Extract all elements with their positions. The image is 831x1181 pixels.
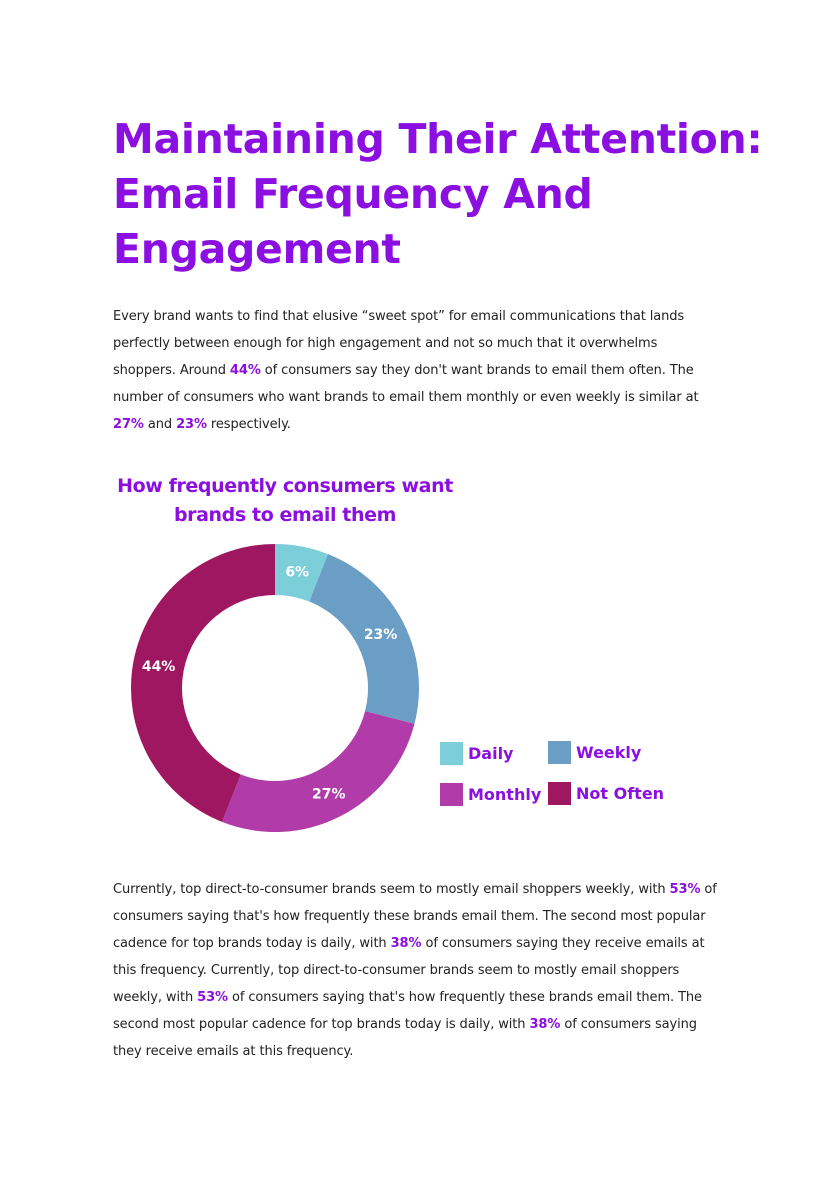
closing-highlight-daily-2: 38% <box>529 1017 561 1032</box>
legend-label-not-often: Not Often <box>576 784 665 803</box>
legend-swatch-weekly <box>548 741 571 764</box>
legend-label-weekly: Weekly <box>576 743 642 762</box>
closing-highlight-daily-1: 38% <box>390 936 422 951</box>
donut-label-daily: 6% <box>285 565 309 581</box>
closing-paragraph: Currently, top direct-to-consumer brands… <box>113 876 721 1065</box>
intro-text-4: respectively. <box>206 417 291 432</box>
intro-text-2: of consumers say they don't want brands … <box>113 363 699 405</box>
donut-chart: 6% 23% 27% 44% <box>130 544 419 832</box>
donut-slice-not-often <box>130 544 275 822</box>
legend-swatch-daily <box>440 742 463 765</box>
intro-text-1: Every brand wants to find that elusive “… <box>113 309 685 378</box>
donut-slice-monthly <box>221 711 415 832</box>
legend-label-daily: Daily <box>468 744 514 763</box>
closing-text-2: of consumers saying that's how frequentl… <box>113 882 717 951</box>
donut-label-weekly: 23% <box>364 627 398 643</box>
legend-item-weekly: Weekly <box>548 741 641 764</box>
closing-highlight-weekly-1: 53% <box>669 882 701 897</box>
legend-item-not-often: Not Often <box>548 782 664 805</box>
donut-label-monthly: 27% <box>312 787 346 803</box>
intro-highlight-monthly: 27% <box>113 417 144 432</box>
closing-text-3: of consumers saying they receive emails … <box>113 936 705 1005</box>
closing-text-1: Currently, top direct-to-consumer brands… <box>113 882 670 897</box>
chart-title: How frequently consumers want brands to … <box>117 475 453 526</box>
intro-paragraph: Every brand wants to find that elusive “… <box>113 303 721 438</box>
legend-swatch-not-often <box>548 782 571 805</box>
legend-swatch-monthly <box>440 783 463 806</box>
legend-item-monthly: Monthly <box>440 783 541 806</box>
closing-text-5: of consumers saying they receive emails … <box>113 1017 697 1059</box>
legend-item-daily: Daily <box>440 742 513 765</box>
closing-text-4: of consumers saying that's how frequentl… <box>113 990 702 1032</box>
intro-highlight-not-often: 44% <box>229 363 261 378</box>
intro-highlight-weekly: 23% <box>176 417 207 432</box>
intro-text-3: and <box>143 417 177 432</box>
legend-label-monthly: Monthly <box>468 785 542 804</box>
donut-slice-daily <box>275 544 329 602</box>
closing-highlight-weekly-2: 53% <box>197 990 228 1005</box>
donut-slice-weekly <box>309 554 419 724</box>
donut-label-not-often: 44% <box>142 659 176 675</box>
page-title: Maintaining Their Attention: Email Frequ… <box>113 115 763 273</box>
